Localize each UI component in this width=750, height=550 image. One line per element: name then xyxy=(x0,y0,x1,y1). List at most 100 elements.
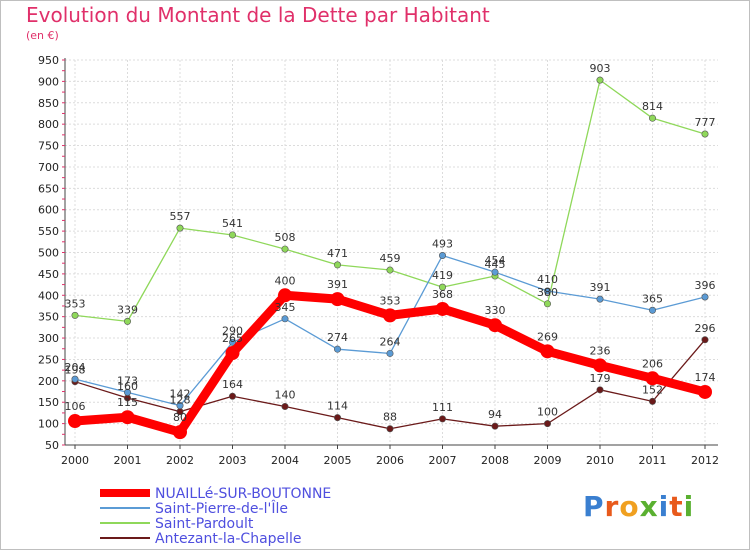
data-point xyxy=(333,414,341,422)
data-point xyxy=(229,231,237,239)
data-point xyxy=(648,306,656,314)
data-label: 400 xyxy=(275,274,296,287)
x-tick-label: 2007 xyxy=(429,454,457,467)
data-point xyxy=(173,425,187,440)
data-point xyxy=(701,293,709,301)
data-label: 410 xyxy=(537,273,558,286)
data-point xyxy=(488,318,502,333)
y-tick-label: 950 xyxy=(38,54,59,67)
data-point xyxy=(491,268,499,276)
x-tick-label: 2002 xyxy=(166,454,194,467)
data-label: 160 xyxy=(117,380,138,393)
data-label: 100 xyxy=(537,406,558,419)
logo-letter: i xyxy=(683,490,695,523)
series-line xyxy=(74,254,706,407)
series-group xyxy=(68,76,712,440)
data-point xyxy=(333,345,341,353)
data-point xyxy=(124,388,132,396)
x-tick-label: 2003 xyxy=(219,454,247,467)
y-tick-label: 50 xyxy=(45,439,59,452)
data-point xyxy=(540,344,555,359)
logo-letter: o xyxy=(619,490,640,523)
legend-label: Saint-Pierre-de-l'Île xyxy=(155,499,288,517)
data-label: 204 xyxy=(65,361,86,374)
data-point xyxy=(386,349,394,357)
x-tick-label: 2008 xyxy=(481,454,509,467)
data-label: 290 xyxy=(222,324,243,337)
data-label: 164 xyxy=(222,378,243,391)
data-label: 173 xyxy=(117,374,138,387)
logo-letter: r xyxy=(604,490,620,523)
y-tick-label: 800 xyxy=(38,118,59,131)
y-tick-label: 850 xyxy=(38,97,59,110)
chart-title: Evolution du Montant de la Dette par Hab… xyxy=(26,3,490,27)
data-label: 128 xyxy=(170,394,191,407)
data-point xyxy=(330,292,345,307)
data-point xyxy=(645,371,660,386)
legend-label: NUAILLé-SUR-BOUTONNE xyxy=(155,486,331,502)
data-point xyxy=(281,402,289,410)
data-label: 508 xyxy=(275,231,296,244)
chart-subtitle: (en €) xyxy=(26,29,59,42)
legend: NUAILLé-SUR-BOUTONNESaint-Pierre-de-l'Îl… xyxy=(100,486,331,547)
data-label: 541 xyxy=(222,217,243,230)
data-point xyxy=(543,420,551,428)
logo-letter: i xyxy=(658,490,670,523)
data-label: 459 xyxy=(380,252,401,265)
data-point xyxy=(596,76,604,84)
data-point xyxy=(701,130,709,138)
data-label: 265 xyxy=(222,332,243,345)
data-label: 198 xyxy=(65,364,86,377)
logo-letter: t xyxy=(669,490,684,523)
y-tick-label: 550 xyxy=(38,225,59,238)
y-tick-label: 750 xyxy=(38,140,59,153)
data-label: 140 xyxy=(275,389,296,402)
data-label: 88 xyxy=(383,411,397,424)
data-point xyxy=(281,245,289,253)
x-tick-label: 2000 xyxy=(61,454,89,467)
y-tick-label: 400 xyxy=(38,289,59,302)
data-point xyxy=(124,317,132,325)
y-tick-label: 700 xyxy=(38,161,59,174)
data-label: 152 xyxy=(642,383,663,396)
data-label: 174 xyxy=(695,371,716,384)
data-point xyxy=(176,402,184,410)
data-point xyxy=(229,338,237,346)
logo-letter: x xyxy=(639,490,659,523)
data-label: 445 xyxy=(485,258,506,271)
data-point xyxy=(701,336,709,344)
data-point xyxy=(648,114,656,122)
x-tick-label: 2006 xyxy=(376,454,404,467)
data-label: 236 xyxy=(590,344,611,357)
data-point xyxy=(386,425,394,433)
data-label: 391 xyxy=(327,278,348,291)
data-point xyxy=(438,283,446,291)
logo-letter: P xyxy=(583,490,605,523)
x-tick-labels: 2000 2001 2002 2003 2004 2005 2006 2007 2008 2009… xyxy=(61,454,719,467)
y-tick-label: 650 xyxy=(38,182,59,195)
x-tick-label: 2009 xyxy=(534,454,562,467)
data-label: 94 xyxy=(488,408,502,421)
data-label: 179 xyxy=(590,372,611,385)
data-label: 557 xyxy=(170,210,191,223)
data-point xyxy=(491,422,499,430)
data-label: 353 xyxy=(65,297,86,310)
axes xyxy=(62,58,718,449)
data-label: 419 xyxy=(432,269,453,282)
data-label: 274 xyxy=(327,331,348,344)
data-label: 353 xyxy=(380,294,401,307)
x-tick-label: 2005 xyxy=(324,454,352,467)
data-point xyxy=(383,308,397,323)
data-label: 115 xyxy=(117,396,138,409)
data-point xyxy=(68,414,82,429)
x-tick-label: 2001 xyxy=(114,454,142,467)
y-tick-label: 200 xyxy=(38,375,59,388)
data-point xyxy=(648,397,656,405)
data-label: 777 xyxy=(695,116,716,129)
data-label: 80 xyxy=(173,411,187,424)
data-label: 365 xyxy=(642,292,663,305)
proxiti-logo: Proxiti xyxy=(583,490,694,523)
data-point xyxy=(593,358,607,373)
data-label: 330 xyxy=(485,304,506,317)
